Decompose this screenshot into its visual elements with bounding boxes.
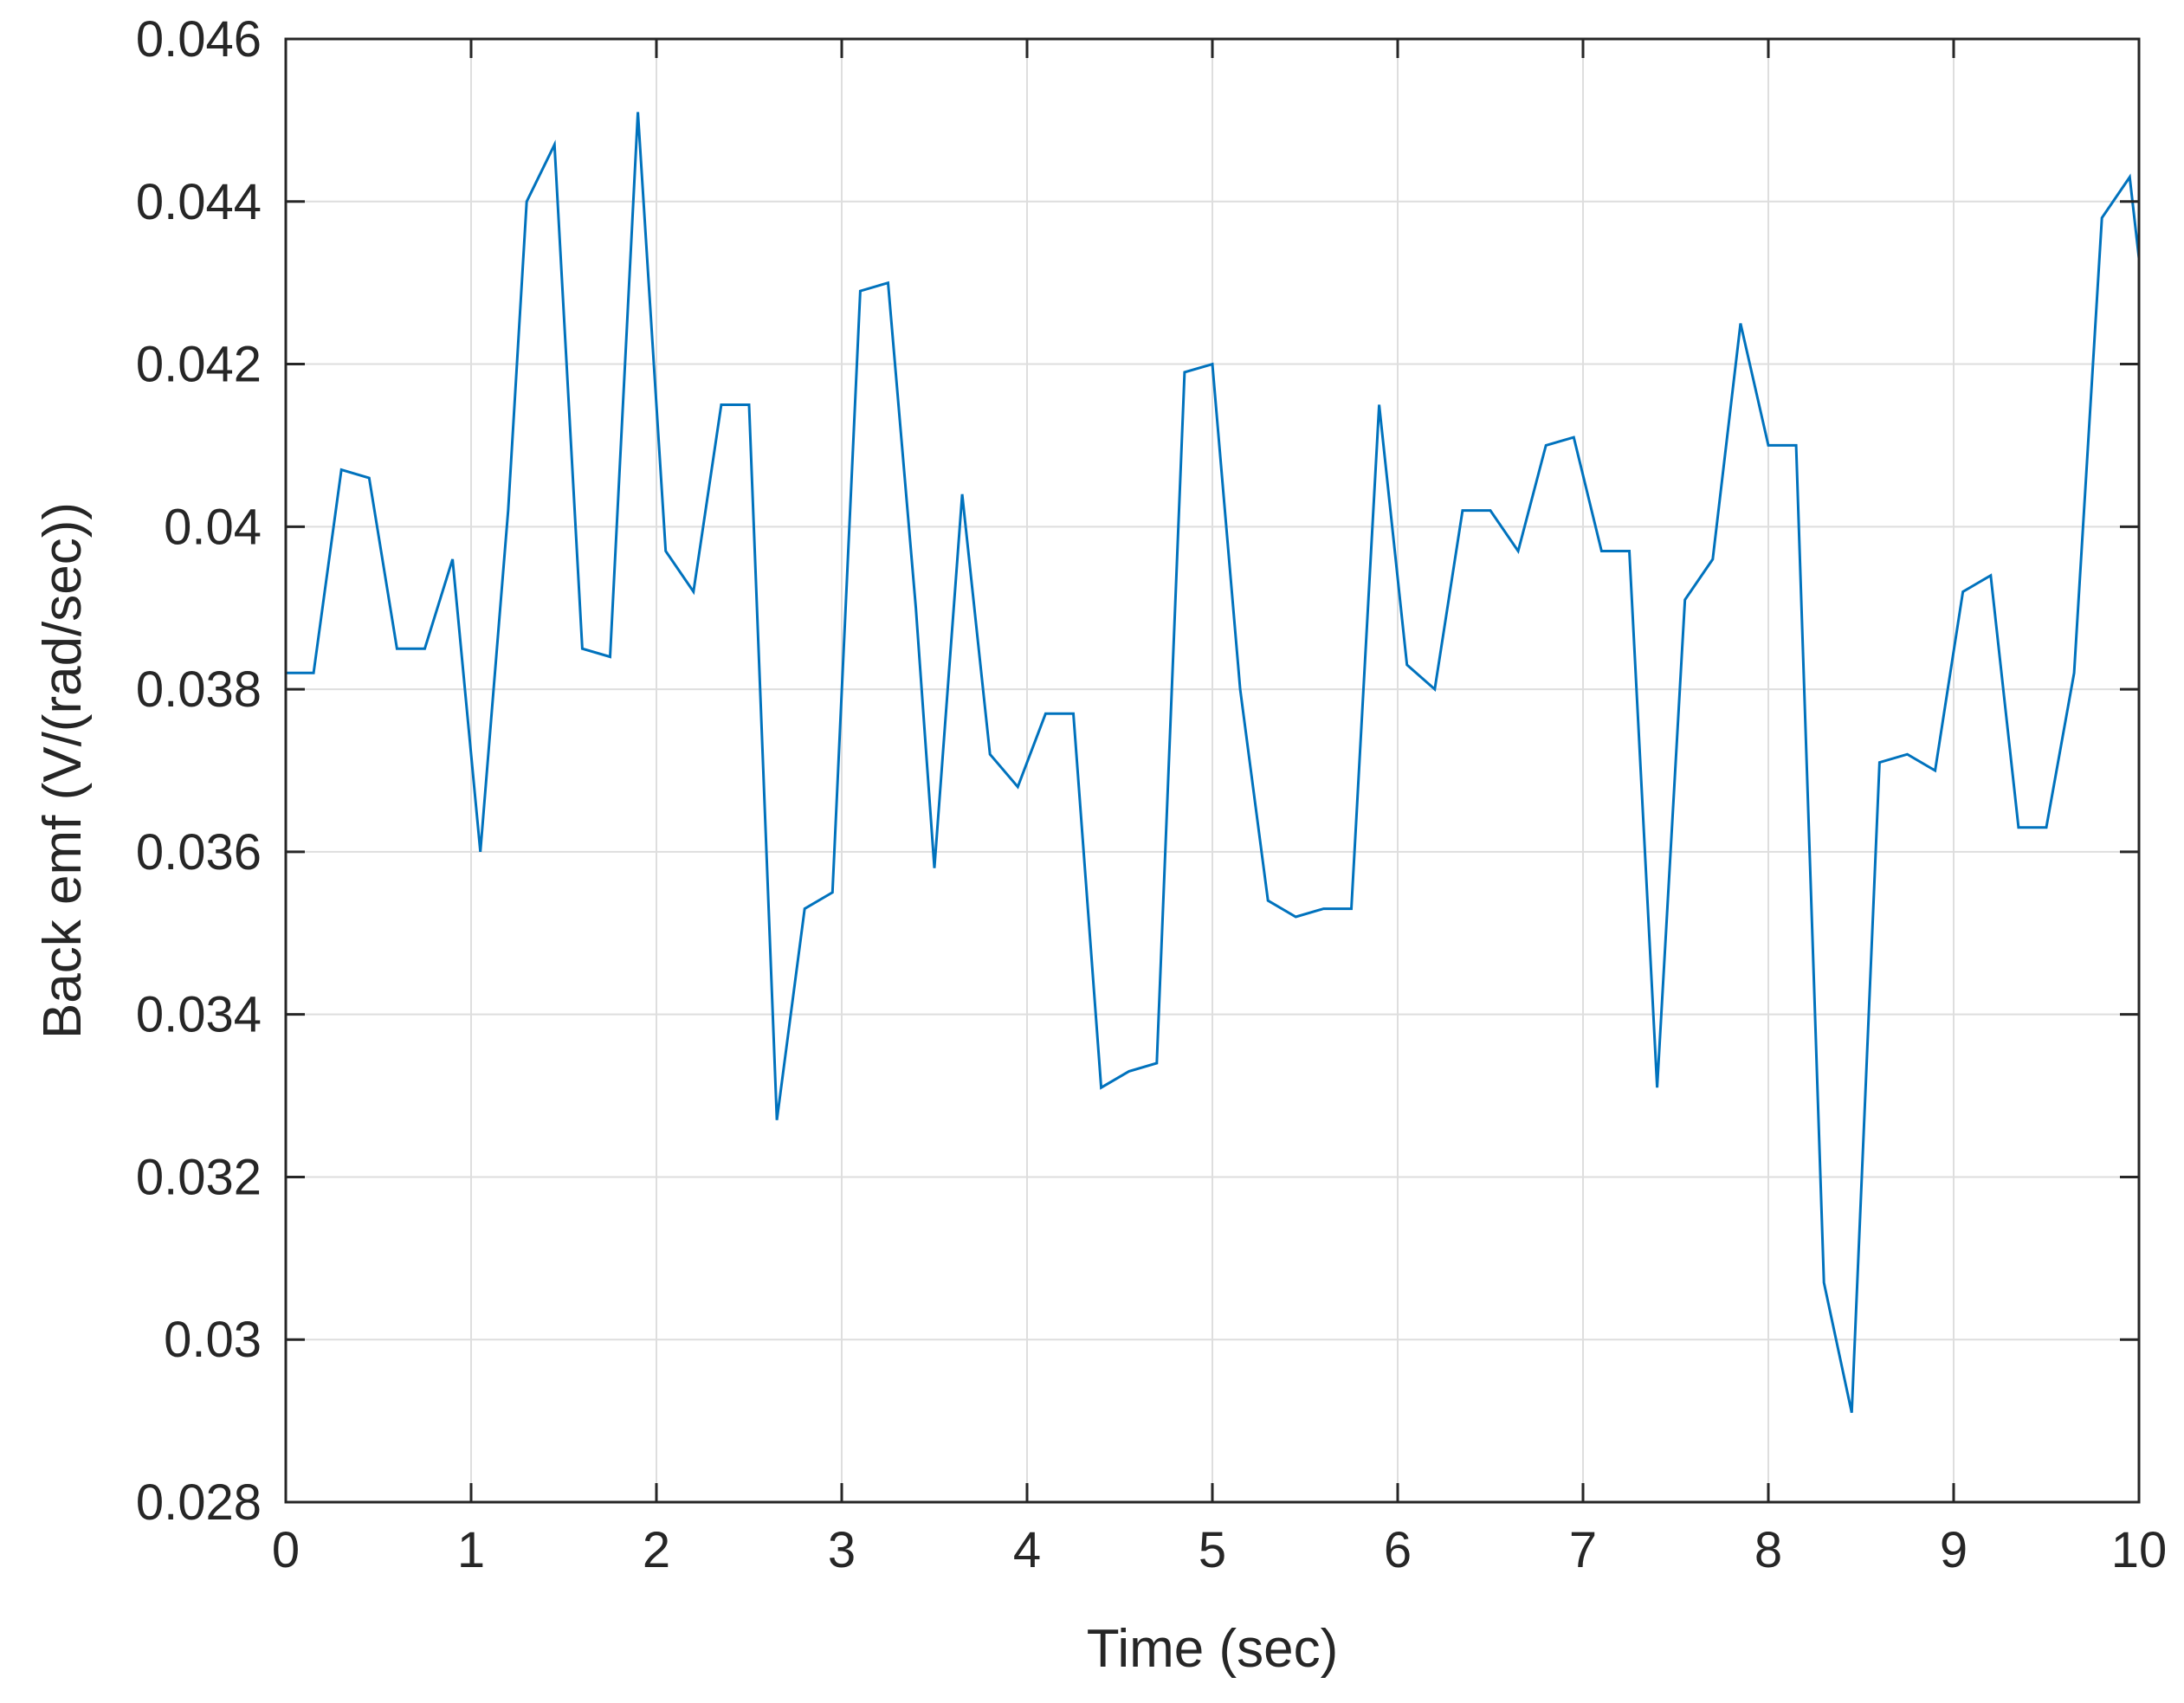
x-tick-label: 3 [828,1522,856,1578]
y-tick-label: 0.032 [136,1149,262,1205]
axis-ticks [284,37,2141,1504]
y-tick-label: 0.044 [136,174,262,230]
x-tick-label: 4 [1013,1522,1041,1578]
x-tick-label: 8 [1754,1522,1782,1578]
y-tick-label: 0.038 [136,661,262,718]
x-axis-label: Time (sec) [1087,1619,1338,1679]
x-tick-label: 9 [1940,1522,1968,1578]
x-tick-label: 1 [457,1522,485,1578]
x-tick-label: 5 [1199,1522,1226,1578]
x-tick-label: 2 [643,1522,670,1578]
series-group [286,112,2141,1414]
y-tick-label: 0.036 [136,824,262,881]
y-axis-label: Back emf (V/(rad/sec)) [33,502,93,1039]
y-tick-label: 0.028 [136,1474,262,1531]
x-tick-label: 0 [272,1522,300,1578]
y-tick-label: 0.04 [164,499,262,555]
x-tick-label: 10 [2111,1522,2168,1578]
x-tick-label: 6 [1384,1522,1412,1578]
y-tick-labels: 0.028 0.03 0.032 0.034 0.036 0.038 0.04 0.042 0.… [136,11,262,1531]
y-tick-label: 0.046 [136,11,262,68]
x-tick-label: 7 [1569,1522,1597,1578]
series-line [286,112,2141,1414]
x-tick-labels: 0 1 2 3 4 5 6 7 8 9 10 [272,1522,2167,1578]
y-tick-label: 0.03 [164,1312,262,1368]
y-tick-label: 0.034 [136,987,262,1043]
y-tick-label: 0.042 [136,337,262,393]
